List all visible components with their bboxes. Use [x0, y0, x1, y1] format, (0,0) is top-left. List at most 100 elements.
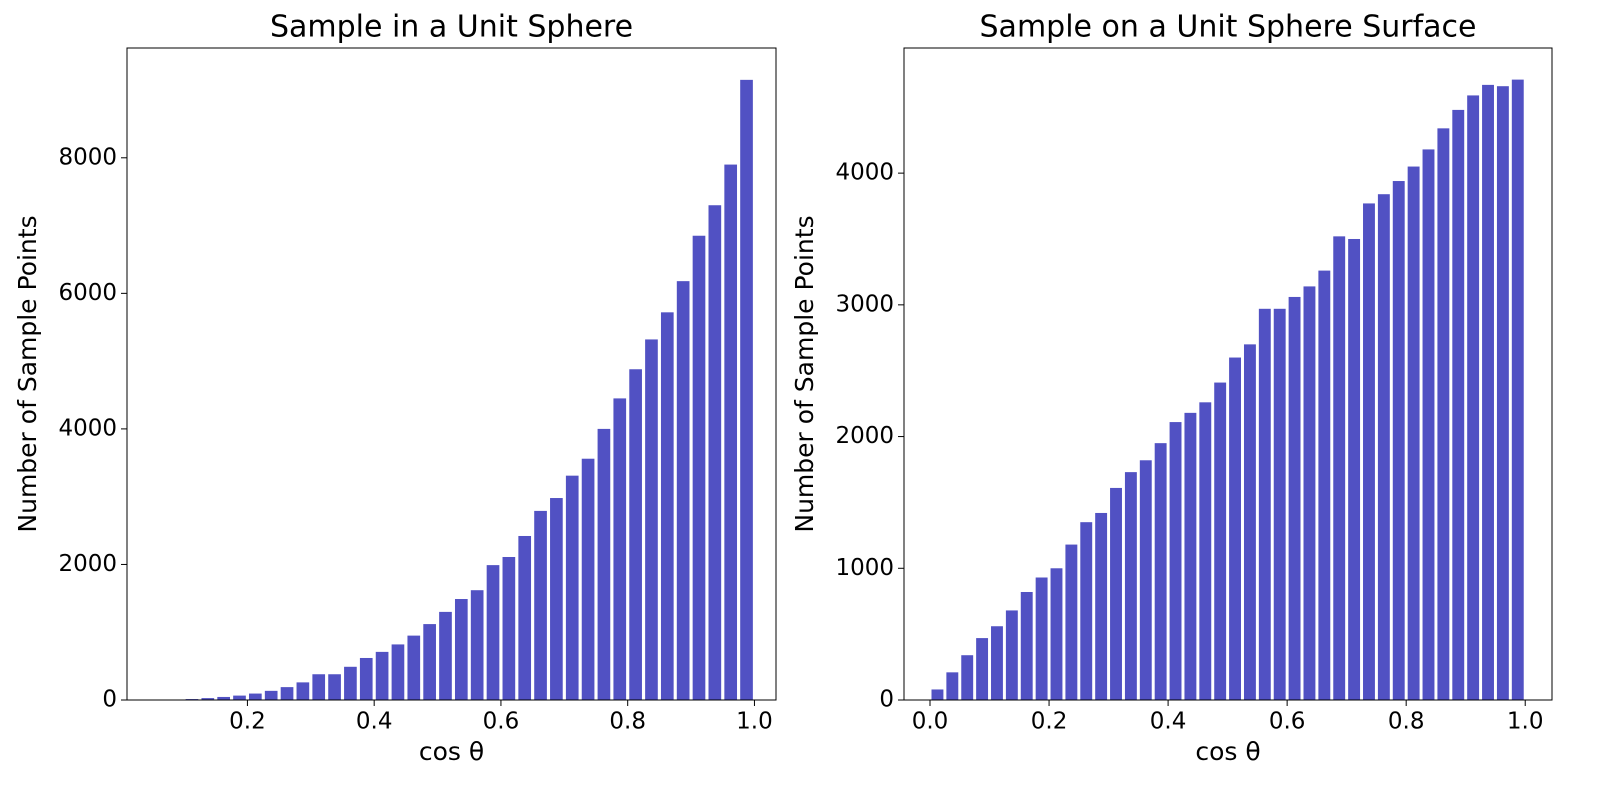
y-axis-label: Number of Sample Points	[13, 215, 42, 532]
bar	[359, 657, 373, 700]
chart-title: Sample in a Unit Sphere	[270, 10, 633, 45]
bar	[708, 205, 722, 701]
bar	[534, 510, 547, 700]
bar	[502, 556, 516, 700]
bar	[1452, 109, 1465, 700]
bar	[1467, 95, 1480, 700]
y-axis-label: Number of Sample Points	[790, 215, 819, 532]
bar	[1035, 577, 1048, 700]
y-tick-label: 0	[102, 687, 117, 713]
bar	[1229, 357, 1242, 700]
bar	[280, 687, 294, 700]
bar	[201, 698, 215, 700]
bar	[407, 635, 421, 700]
bar	[676, 281, 690, 700]
y-tick-label: 0	[879, 687, 894, 713]
bar	[1482, 84, 1494, 701]
bar	[439, 611, 452, 700]
x-tick-label: 0.4	[1150, 709, 1187, 735]
bar	[470, 590, 484, 700]
bar	[565, 475, 579, 700]
y-tick-label: 4000	[58, 415, 117, 441]
bar	[1511, 79, 1524, 700]
bar	[375, 651, 389, 700]
bar	[1243, 344, 1256, 700]
bar	[1392, 181, 1405, 700]
bar	[740, 79, 753, 700]
plot-frame	[126, 47, 777, 701]
bar	[581, 458, 595, 700]
bar	[1050, 568, 1063, 700]
bar	[486, 565, 500, 700]
bar	[629, 369, 642, 700]
x-tick-label: 0.0	[912, 709, 949, 735]
bar	[1258, 308, 1271, 700]
x-tick-label: 0.2	[1031, 709, 1068, 735]
y-tick-label: 3000	[835, 291, 894, 317]
bar	[1124, 472, 1137, 700]
x-axis-label: cos θ	[1195, 737, 1260, 766]
bar	[724, 164, 738, 701]
y-tick-label: 6000	[58, 280, 117, 306]
bar	[518, 535, 532, 700]
chart-title: Sample on a Unit Sphere Surface	[980, 10, 1477, 45]
bar	[1199, 402, 1212, 700]
bar	[1139, 460, 1152, 700]
plot-frame	[903, 47, 1553, 701]
y-tick-label: 1000	[835, 555, 894, 581]
bar	[1348, 238, 1361, 700]
bar	[1095, 512, 1108, 700]
x-tick-label: 0.6	[1269, 709, 1306, 735]
bar	[1154, 443, 1167, 700]
bar	[660, 312, 674, 700]
x-tick-label: 0.8	[1388, 709, 1425, 735]
x-tick-label: 0.8	[609, 709, 646, 735]
bar	[1333, 236, 1346, 700]
bar	[249, 693, 262, 700]
bar	[233, 695, 246, 700]
bar	[217, 696, 230, 700]
bar	[961, 655, 974, 700]
y-tick-label: 2000	[58, 551, 117, 577]
bar	[328, 674, 341, 700]
bar	[597, 428, 611, 700]
x-tick-label: 0.2	[229, 709, 266, 735]
bar	[264, 690, 278, 700]
bar	[946, 672, 959, 700]
bar	[454, 599, 468, 700]
bar	[1020, 591, 1033, 700]
bar	[1273, 308, 1286, 700]
x-tick-label: 1.0	[736, 709, 773, 735]
bar	[1214, 382, 1227, 700]
bar	[991, 626, 1003, 700]
bar	[645, 339, 658, 700]
y-tick-label: 2000	[835, 423, 894, 449]
bar	[1005, 610, 1018, 700]
bar	[1110, 487, 1122, 700]
bar	[391, 644, 405, 700]
bar	[1303, 286, 1316, 700]
bar	[1496, 86, 1509, 700]
bar	[1080, 522, 1093, 700]
bar	[1407, 166, 1420, 700]
bar	[613, 398, 627, 700]
bar	[1169, 422, 1182, 700]
y-tick-label: 8000	[58, 144, 117, 170]
y-tick-label: 4000	[835, 160, 894, 186]
x-tick-label: 0.6	[483, 709, 520, 735]
bar	[344, 666, 357, 700]
bar	[692, 235, 706, 701]
bar	[296, 682, 310, 700]
bar	[1318, 270, 1331, 700]
x-axis-label: cos θ	[419, 737, 484, 766]
bar	[1363, 203, 1375, 700]
bar	[550, 498, 563, 700]
bar	[1437, 128, 1450, 700]
bar	[1065, 544, 1078, 700]
bar	[1184, 412, 1197, 700]
x-tick-label: 0.4	[356, 709, 393, 735]
bar	[1288, 296, 1301, 700]
bar	[931, 689, 944, 700]
bar	[312, 674, 326, 700]
